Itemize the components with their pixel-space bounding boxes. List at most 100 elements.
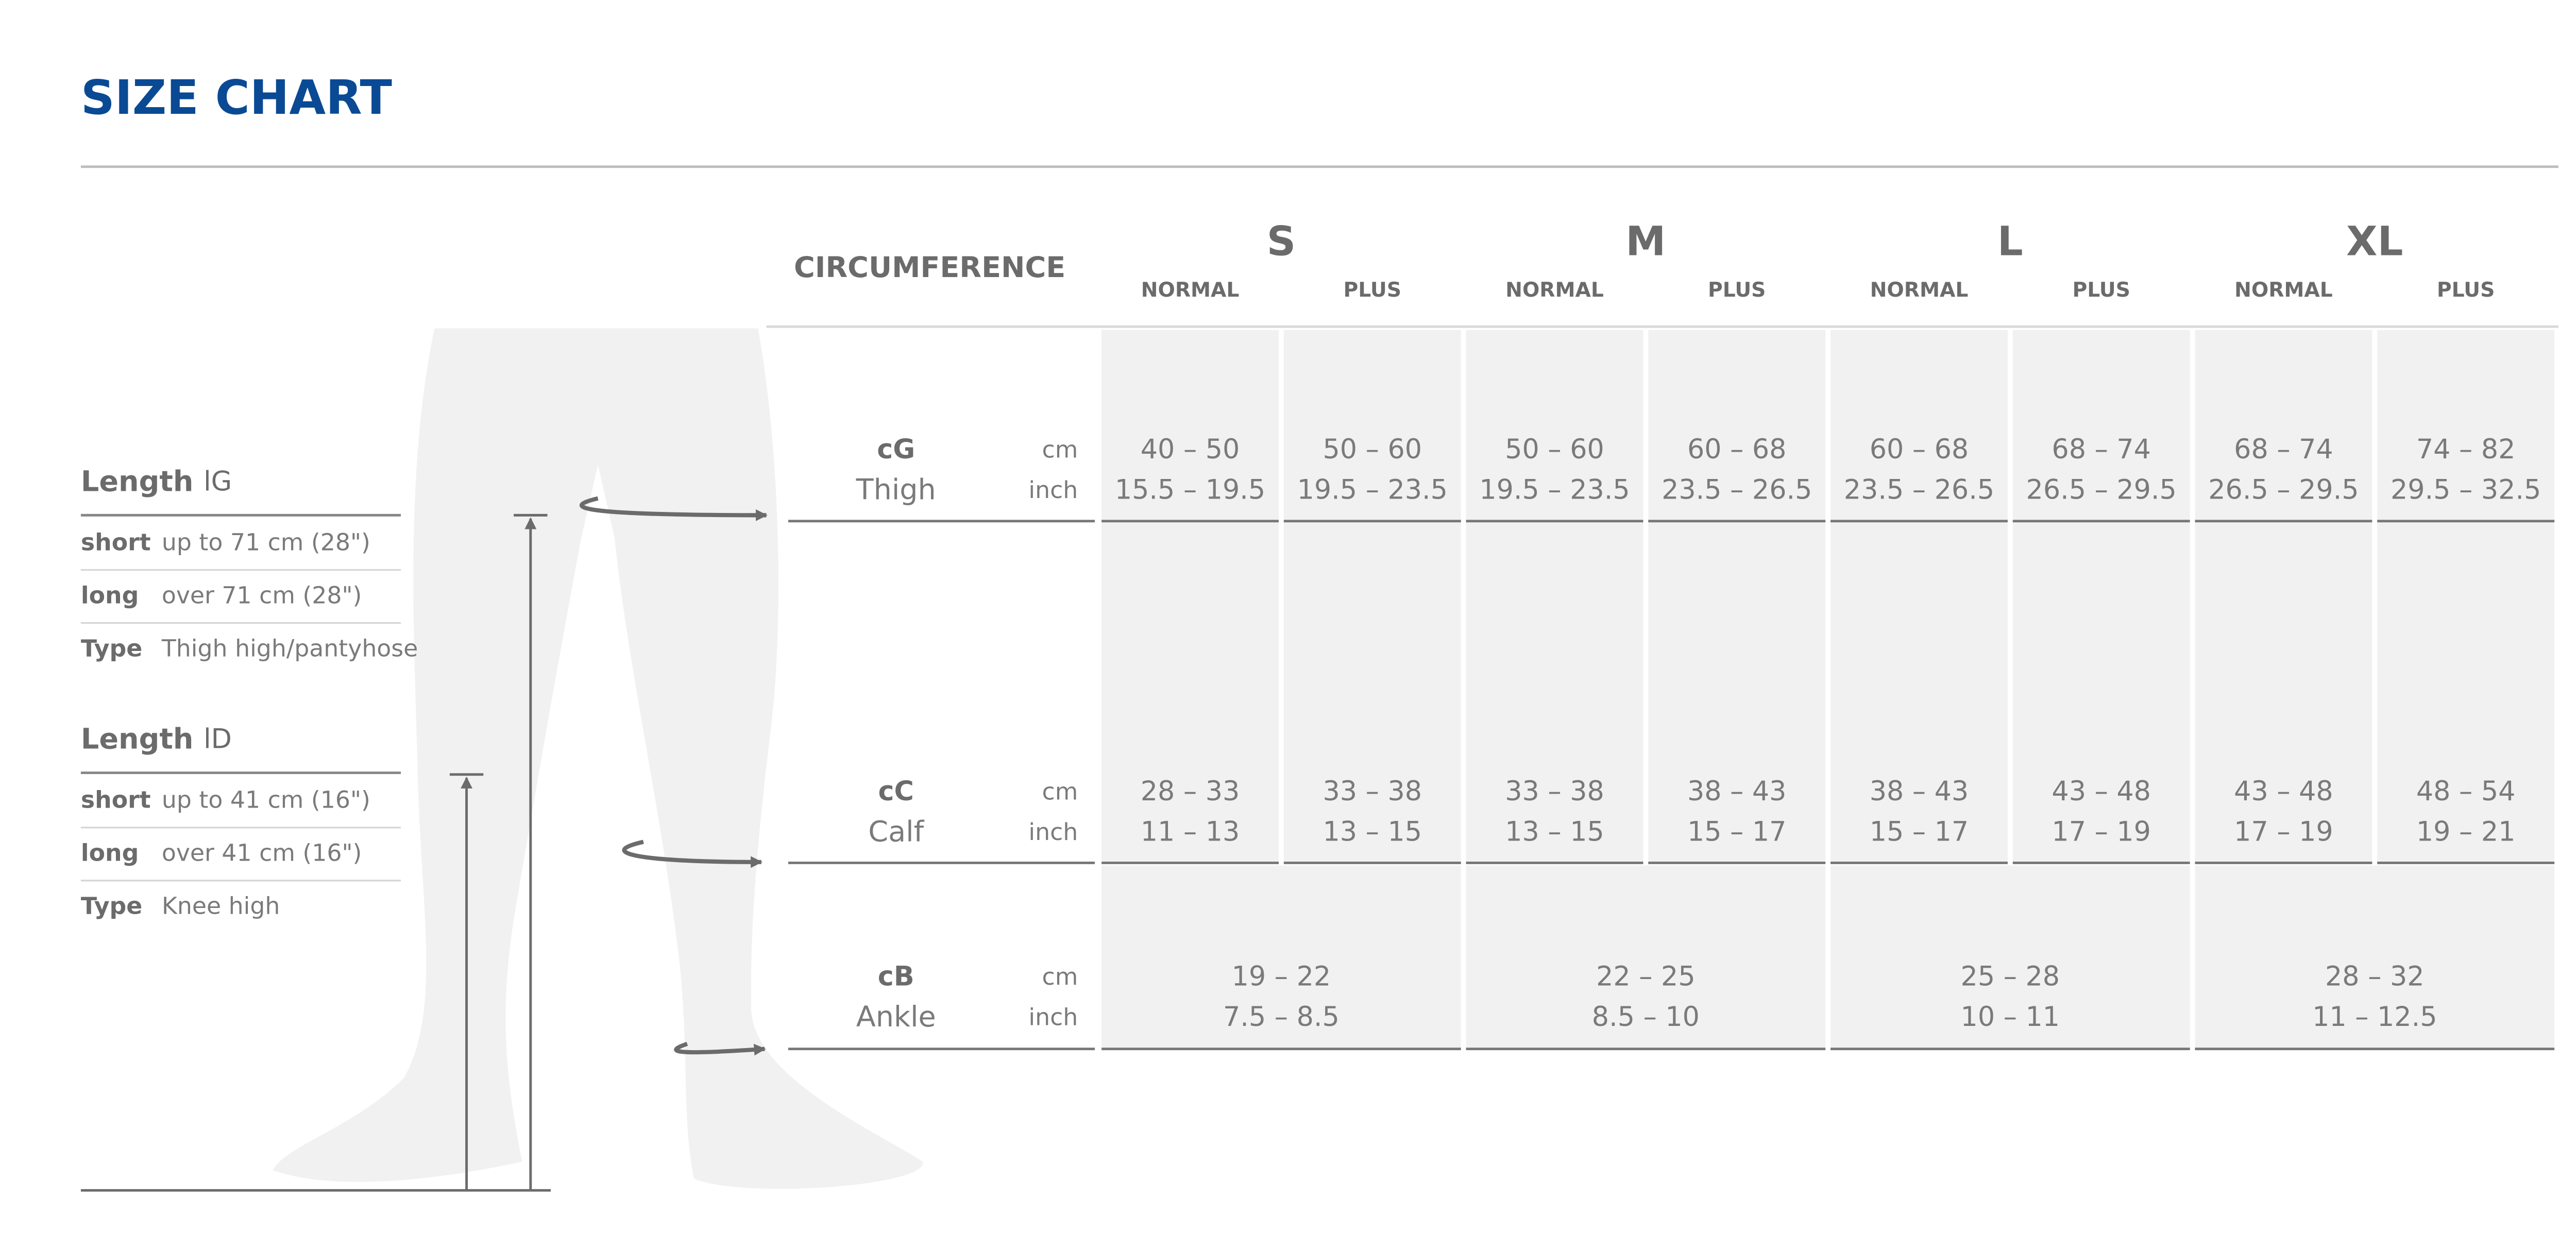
- length-heading: Length lG: [81, 465, 232, 498]
- cell-bg: [2195, 330, 2372, 862]
- size-value: 40 – 50: [1141, 434, 1240, 465]
- size-value: 11 – 13: [1141, 816, 1240, 847]
- cell-bg: [2195, 865, 2555, 1049]
- length-value: over 41 cm (16"): [162, 839, 362, 867]
- length-value: up to 71 cm (28"): [162, 528, 370, 556]
- size-value: 25 – 28: [1961, 961, 2060, 992]
- unit: cm: [1042, 436, 1078, 464]
- size-value: 74 – 82: [2416, 434, 2516, 465]
- size-value: 38 – 43: [1687, 776, 1787, 807]
- size-value: 19.5 – 23.5: [1297, 474, 1448, 506]
- size-value: 50 – 60: [1505, 434, 1604, 465]
- size-value: 8.5 – 10: [1592, 1001, 1700, 1033]
- circ-arrow: [622, 839, 762, 868]
- cell-bg: [1831, 330, 2008, 862]
- size-value: 11 – 12.5: [2312, 1001, 2437, 1033]
- size-value: 28 – 33: [1141, 776, 1240, 807]
- size-value: 68 – 74: [2234, 434, 2333, 465]
- length-value: Thigh high/pantyhose: [161, 634, 418, 662]
- size-label: XL: [2346, 218, 2403, 265]
- size-value: 60 – 68: [1687, 434, 1787, 465]
- size-value: 43 – 48: [2234, 776, 2333, 807]
- size-value: 50 – 60: [1323, 434, 1422, 465]
- length-key: Type: [81, 634, 142, 662]
- size-value: 19 – 22: [1232, 961, 1331, 992]
- size-value: 33 – 38: [1323, 776, 1422, 807]
- size-label: L: [1997, 218, 2023, 265]
- circ-arrow: [579, 496, 768, 521]
- variant-label: NORMAL: [1870, 279, 1969, 302]
- cell-bg: [1283, 330, 1461, 862]
- row-code: cB: [878, 961, 914, 992]
- size-value: 43 – 48: [2052, 776, 2151, 807]
- size-value: 29.5 – 32.5: [2391, 474, 2541, 506]
- size-value: 23.5 – 26.5: [1844, 474, 1994, 506]
- size-value: 26.5 – 29.5: [2208, 474, 2359, 506]
- unit: inch: [1028, 1003, 1078, 1031]
- cell-bg: [1648, 330, 1826, 862]
- unit: cm: [1042, 963, 1078, 990]
- cell-bg: [2377, 330, 2555, 862]
- page-title: SIZE CHART: [81, 70, 392, 125]
- cell-bg: [1831, 865, 2190, 1049]
- unit: inch: [1028, 818, 1078, 846]
- variant-label: NORMAL: [1141, 279, 1240, 302]
- size-value: 19.5 – 23.5: [1479, 474, 1630, 506]
- length-heading: Length lD: [81, 723, 232, 756]
- length-key: Type: [81, 893, 142, 920]
- size-value: 19 – 21: [2416, 816, 2516, 847]
- size-value: 13 – 15: [1323, 816, 1422, 847]
- size-value: 60 – 68: [1870, 434, 1969, 465]
- size-value: 15 – 17: [1870, 816, 1969, 847]
- size-value: 7.5 – 8.5: [1223, 1001, 1340, 1033]
- size-value: 38 – 43: [1870, 776, 1969, 807]
- cell-bg: [2012, 330, 2190, 862]
- length-key: long: [81, 839, 139, 867]
- unit: cm: [1042, 778, 1078, 805]
- unit: inch: [1028, 476, 1078, 504]
- cell-bg: [1466, 330, 1643, 862]
- length-value: Knee high: [162, 893, 280, 920]
- length-key: long: [81, 581, 139, 609]
- length-key: short: [81, 528, 151, 556]
- size-value: 68 – 74: [2052, 434, 2151, 465]
- size-label: S: [1267, 218, 1296, 265]
- row-name: Calf: [868, 815, 924, 848]
- variant-label: NORMAL: [2234, 279, 2333, 302]
- length-label: Length: [81, 723, 194, 756]
- size-value: 48 – 54: [2416, 776, 2516, 807]
- circumference-header: CIRCUMFERENCE: [794, 251, 1065, 284]
- size-value: 26.5 – 29.5: [2026, 474, 2177, 506]
- row-code: cC: [878, 776, 914, 807]
- size-value: 28 – 32: [2325, 961, 2425, 992]
- length-value: up to 41 cm (16"): [162, 786, 370, 814]
- size-label: M: [1625, 218, 1666, 265]
- circ-arrow: [674, 1042, 766, 1056]
- variant-label: PLUS: [1344, 279, 1401, 302]
- size-value: 10 – 11: [1961, 1001, 2060, 1033]
- size-value: 15.5 – 19.5: [1115, 474, 1265, 506]
- variant-label: PLUS: [2072, 279, 2130, 302]
- variant-label: PLUS: [1708, 279, 1766, 302]
- cell-bg: [1101, 865, 1461, 1049]
- size-value: 17 – 19: [2234, 816, 2333, 847]
- length-symbol: lG: [204, 466, 232, 497]
- size-value: 15 – 17: [1687, 816, 1787, 847]
- leg-silhouette: [273, 328, 923, 1189]
- size-value: 22 – 25: [1596, 961, 1696, 992]
- size-value: 33 – 38: [1505, 776, 1604, 807]
- size-value: 13 – 15: [1505, 816, 1604, 847]
- row-code: cG: [877, 434, 915, 465]
- length-symbol: lD: [204, 723, 232, 754]
- size-value: 17 – 19: [2052, 816, 2151, 847]
- row-name: Thigh: [856, 473, 936, 507]
- cell-bg: [1101, 330, 1279, 862]
- variant-label: NORMAL: [1505, 279, 1604, 302]
- size-value: 23.5 – 26.5: [1662, 474, 1812, 506]
- length-value: over 71 cm (28"): [162, 581, 362, 609]
- row-name: Ankle: [856, 1000, 936, 1034]
- cell-bg: [1466, 865, 1826, 1049]
- length-key: short: [81, 786, 151, 814]
- variant-label: PLUS: [2437, 279, 2495, 302]
